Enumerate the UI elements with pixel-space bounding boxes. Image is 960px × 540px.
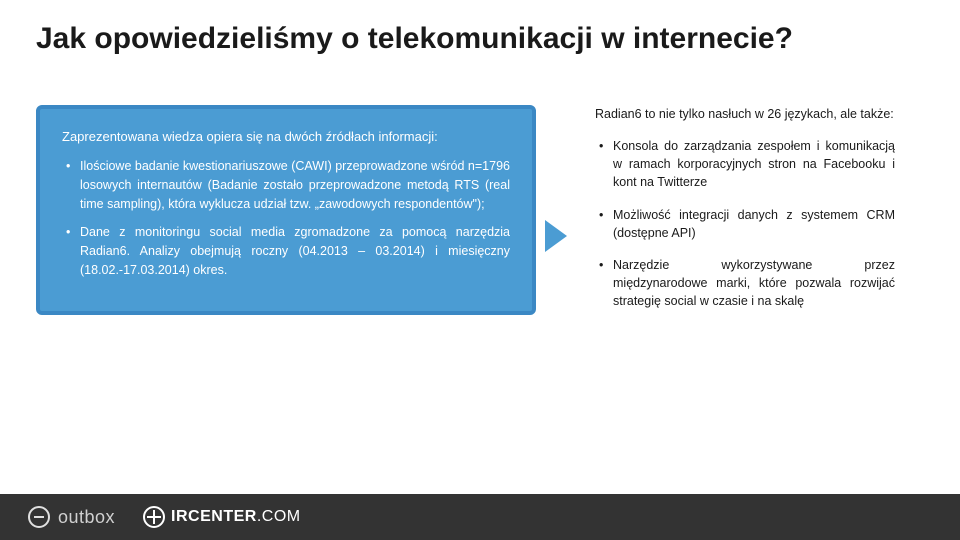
left-intro-text: Zaprezentowana wiedza opiera się na dwóc… xyxy=(62,127,510,147)
right-list-item: Konsola do zarządzania zespołem i komuni… xyxy=(599,137,895,191)
ircenter-logo-icon xyxy=(143,506,165,528)
left-list: Ilościowe badanie kwestionariuszowe (CAW… xyxy=(62,157,510,281)
right-intro-text: Radian6 to nie tylko nasłuch w 26 języka… xyxy=(595,105,895,123)
left-list-item: Ilościowe badanie kwestionariuszowe (CAW… xyxy=(66,157,510,215)
left-info-box: Zaprezentowana wiedza opiera się na dwóc… xyxy=(36,105,536,315)
right-list-item: Narzędzie wykorzystywane przez międzynar… xyxy=(599,256,895,310)
brand-outbox: outbox xyxy=(28,506,115,528)
right-list-item: Możliwość integracji danych z systemem C… xyxy=(599,206,895,242)
arrow-right-icon xyxy=(545,220,567,252)
page-title: Jak opowiedzieliśmy o telekomunikacji w … xyxy=(36,22,793,56)
right-info-column: Radian6 to nie tylko nasłuch w 26 języka… xyxy=(595,105,895,324)
brand-outbox-label: outbox xyxy=(58,507,115,528)
right-list: Konsola do zarządzania zespołem i komuni… xyxy=(595,137,895,310)
footer-bar: outbox IRCENTER.COM xyxy=(0,494,960,540)
brand-ircenter-label: IRCENTER.COM xyxy=(171,508,301,526)
left-list-item: Dane z monitoringu social media zgromadz… xyxy=(66,223,510,281)
brand-ircenter: IRCENTER.COM xyxy=(143,506,301,528)
outbox-logo-icon xyxy=(28,506,50,528)
